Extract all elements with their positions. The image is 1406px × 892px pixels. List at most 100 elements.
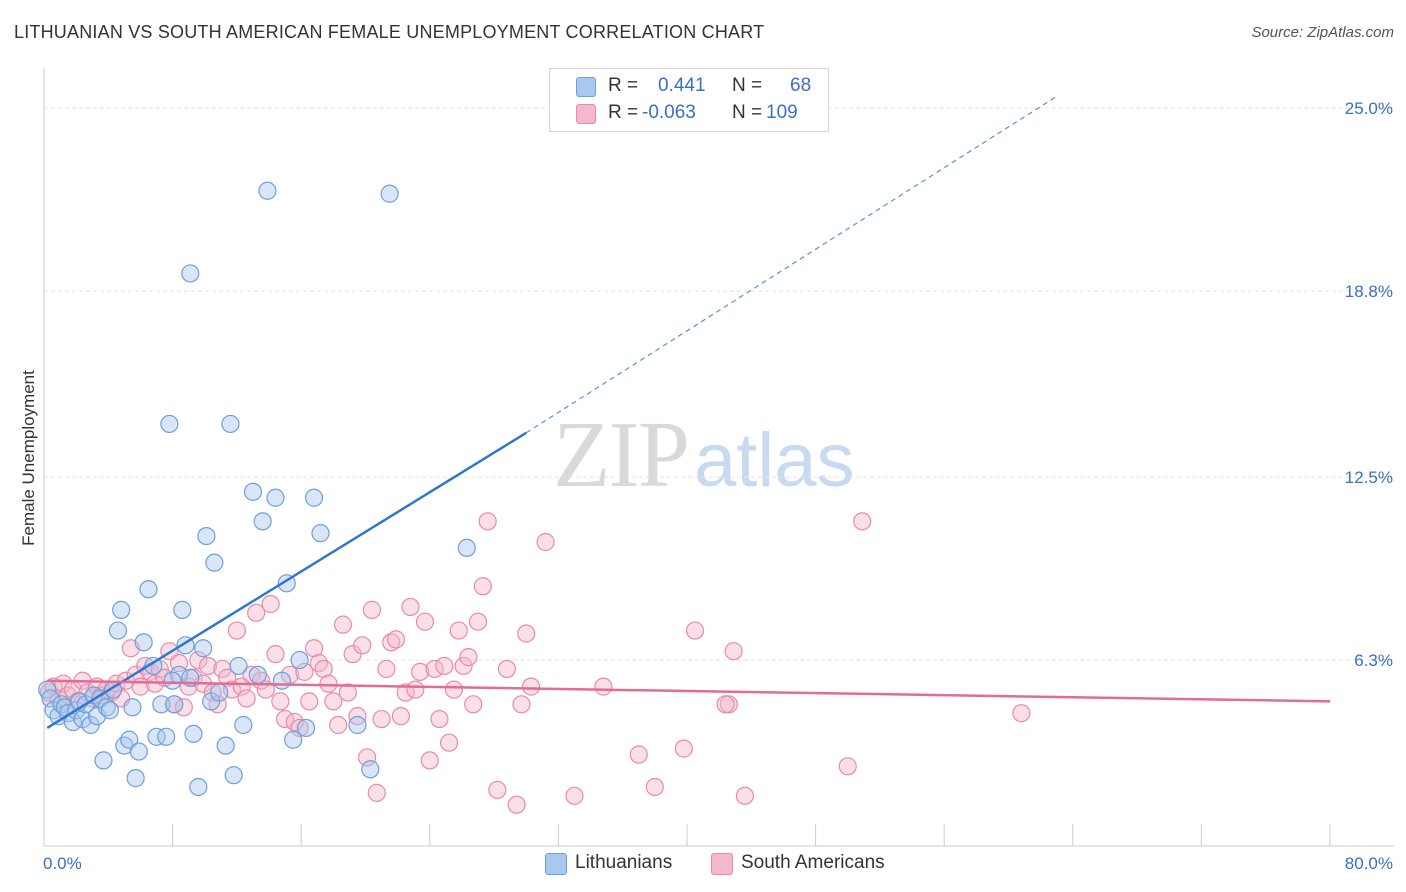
south-americans-point-84	[444, 680, 464, 699]
legend-n-value: 68	[790, 75, 812, 96]
south-americans-point-83	[439, 733, 459, 752]
south-americans-point-81	[430, 709, 449, 729]
legend-r-value: -0.063	[642, 102, 696, 123]
lithuanians-point-28	[139, 580, 158, 599]
south-americans-point-39	[227, 621, 246, 640]
y-tick-label-3: 25.0%	[1345, 99, 1393, 118]
lithuanians-point-45	[210, 683, 229, 702]
south-americans-point-40	[232, 677, 251, 696]
bottom-legend-label: South Americans	[741, 852, 885, 873]
south-americans-point-62	[338, 683, 357, 702]
trend-lines	[46, 95, 1331, 730]
lithuanians-point-17	[97, 698, 116, 717]
legend-n-label: N =	[732, 75, 763, 96]
grid-lines	[44, 107, 1394, 661]
lithuanians-point-47	[221, 414, 240, 434]
lithuanians-point-62	[311, 524, 330, 543]
legend-swatch-pink	[576, 104, 596, 124]
legend-swatch-blue	[576, 77, 596, 97]
south-americans-point-78	[415, 612, 435, 631]
lithuanians-point-29	[144, 656, 163, 676]
south-americans-point-86	[454, 656, 473, 676]
chart-title: LITHUANIAN VS SOUTH AMERICAN FEMALE UNEM…	[14, 22, 765, 42]
source-label: Source: ZipAtlas.com	[1251, 24, 1394, 41]
legend-r-label: R =	[608, 102, 639, 123]
south-americans-points	[39, 512, 1031, 814]
lithuanians-point-51	[243, 482, 263, 501]
south-americans-point-95	[512, 695, 531, 714]
legend-r-value: 0.441	[658, 75, 706, 96]
south-americans-point-75	[401, 597, 420, 617]
south-americans-point-53	[295, 662, 314, 681]
south-americans-point-87	[459, 648, 478, 667]
south-americans-point-3	[54, 674, 73, 693]
legend-n-value: 109	[766, 102, 798, 123]
south-americans-point-48	[271, 692, 290, 711]
lithuanians-trend-extension	[525, 95, 1058, 434]
south-americans-point-91	[478, 512, 497, 531]
south-americans-point-103	[674, 739, 693, 758]
lithuanians-point-44	[205, 553, 224, 572]
lithuanians-point-21	[112, 600, 131, 619]
lithuanians-point-49	[229, 656, 248, 676]
lithuanians-point-25	[126, 769, 145, 788]
south-americans-point-98	[536, 532, 555, 552]
south-americans-point-56	[309, 653, 328, 673]
lithuanians-point-59	[290, 650, 309, 670]
lithuanians-point-52	[248, 665, 267, 684]
south-americans-point-101	[629, 745, 648, 764]
south-americans-point-79	[420, 751, 439, 770]
lithuanians-point-56	[272, 671, 292, 690]
south-americans-point-76	[406, 680, 425, 699]
south-americans-point-52	[290, 718, 309, 738]
lithuanians-point-36	[173, 600, 192, 619]
lithuanians-point-54	[258, 181, 277, 200]
lithuanians-point-30	[147, 727, 166, 746]
lithuanians-point-39	[184, 724, 203, 743]
lithuanians-point-64	[361, 760, 380, 779]
south-americans-point-60	[329, 715, 348, 735]
south-americans-point-68	[367, 783, 386, 802]
lithuanians-point-63	[348, 715, 367, 735]
south-americans-point-43	[247, 603, 266, 622]
lithuanians-point-46	[216, 736, 235, 755]
south-americans-point-97	[521, 677, 541, 696]
south-americans-point-93	[497, 659, 517, 679]
lithuanians-point-67	[163, 671, 182, 690]
x-tick-label-min: 0.0%	[43, 854, 82, 873]
axes	[43, 68, 1394, 847]
south-americans-point-47	[266, 645, 285, 664]
south-americans-point-85	[449, 621, 468, 640]
south-americans-point-51	[285, 712, 304, 732]
south-americans-point-54	[300, 692, 319, 711]
tick-labels: 6.3% 12.5% 18.8% 25.0% 0.0% 80.0%	[43, 99, 1393, 873]
south-americans-point-89	[468, 612, 488, 631]
bottom-legend-swatch-pink	[711, 853, 733, 875]
y-tick-label-1: 12.5%	[1345, 468, 1393, 487]
bottom-legend-swatch-blue	[545, 853, 567, 875]
lithuanians-point-66	[457, 538, 476, 558]
lithuanians-point-32	[157, 727, 176, 746]
south-americans-point-33	[198, 656, 218, 676]
south-americans-point-31	[189, 650, 208, 670]
south-americans-point-88	[464, 695, 483, 714]
lithuanians-point-18	[100, 701, 120, 720]
south-americans-point-111	[1012, 704, 1031, 723]
south-americans-point-70	[377, 659, 396, 679]
south-americans-point-67	[362, 600, 382, 619]
lithuanians-points	[38, 181, 476, 797]
south-americans-point-55	[304, 639, 324, 658]
south-americans-point-100	[594, 677, 613, 696]
lithuanians-point-50	[234, 715, 253, 735]
south-americans-point-92	[488, 780, 507, 800]
lithuanians-point-60	[296, 718, 316, 738]
south-americans-trend-line	[47, 679, 1331, 703]
lithuanians-point-1	[41, 689, 60, 708]
lithuanians-point-16	[94, 751, 113, 770]
south-americans-point-110	[853, 512, 872, 531]
south-americans-point-96	[517, 624, 536, 643]
lithuanians-point-53	[253, 512, 272, 531]
y-axis-label: Female Unemployment	[19, 370, 38, 546]
south-americans-point-77	[411, 662, 430, 681]
